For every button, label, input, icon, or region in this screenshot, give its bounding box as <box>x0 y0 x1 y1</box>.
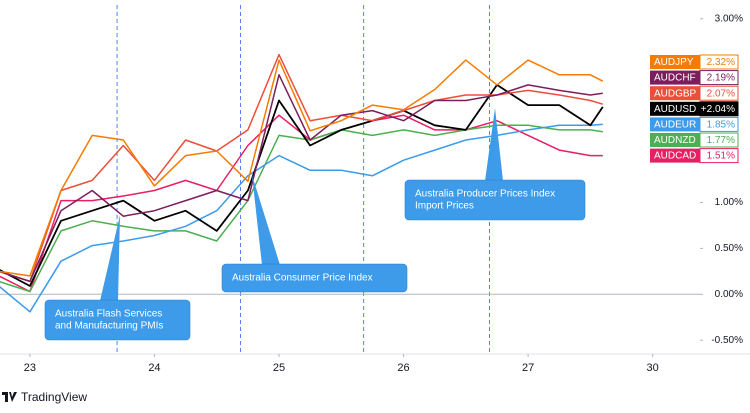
callout-text: Import Prices <box>415 201 474 212</box>
y-tick-label: -0.50% <box>711 335 743 346</box>
callout-text: Australia Flash Services <box>55 309 162 320</box>
legend-label: AUDEUR <box>654 120 696 131</box>
callout-text: Australia Producer Prices Index <box>415 189 555 200</box>
x-tick-label: 23 <box>24 362 36 374</box>
value-label: 1.85% <box>707 120 735 131</box>
legend-tag <box>650 55 700 69</box>
series-line <box>0 53 604 283</box>
value-tag <box>699 85 739 101</box>
x-tick-label: 27 <box>522 362 534 374</box>
legend-label: AUDCAD <box>654 151 696 162</box>
series-line <box>0 123 603 313</box>
legend-label: AUDCHF <box>654 73 696 84</box>
callout-box <box>404 179 586 221</box>
value-label: 1.51% <box>707 151 735 162</box>
x-tick-label: 30 <box>647 362 659 374</box>
legend-tag <box>650 70 700 85</box>
value-tag <box>699 148 739 164</box>
value-label: 2.32% <box>707 57 735 68</box>
value-tag <box>699 116 739 132</box>
callout-pointer <box>100 215 120 301</box>
legend-tag <box>650 101 700 116</box>
series-line <box>0 59 604 277</box>
callout-text: and Manufacturing PMIs <box>55 321 163 332</box>
callout-box <box>221 263 408 293</box>
value-tag <box>699 54 739 70</box>
x-tick-label: 26 <box>397 362 409 374</box>
y-tick-label: 3.00% <box>715 13 743 24</box>
callout-text: Australia Consumer Price Index <box>232 273 373 284</box>
callout-pointer <box>485 108 503 181</box>
legend-tag <box>650 86 700 101</box>
value-tag <box>699 101 739 117</box>
legend-tag <box>650 148 700 163</box>
legend-tag <box>650 133 700 147</box>
value-label: +2.04% <box>701 104 735 115</box>
legend-label: AUDGBP <box>654 88 697 99</box>
y-tick-label: 0.50% <box>715 243 743 254</box>
value-label: 2.19% <box>707 73 735 84</box>
y-tick-label: 1.00% <box>715 197 743 208</box>
value-tag <box>699 70 739 86</box>
y-tick-label: 0.00% <box>715 289 743 300</box>
series-line <box>0 74 603 283</box>
legend-label: AUDJPY <box>654 57 694 68</box>
x-tick-label: 24 <box>148 362 160 374</box>
callout-pointer <box>252 175 280 265</box>
brand-icon <box>2 392 17 402</box>
callout-box <box>44 299 191 341</box>
value-label: 2.07% <box>707 88 735 99</box>
legend-label: AUDNZD <box>654 135 696 146</box>
legend-tag <box>650 117 700 132</box>
value-label: 1.77% <box>707 135 735 146</box>
x-tick-label: 25 <box>273 362 285 374</box>
series-line <box>0 84 604 287</box>
brand: TradingView <box>21 390 87 404</box>
brand-logo <box>2 392 17 402</box>
value-tag <box>699 132 739 148</box>
legend-label: AUDUSD <box>654 104 696 115</box>
